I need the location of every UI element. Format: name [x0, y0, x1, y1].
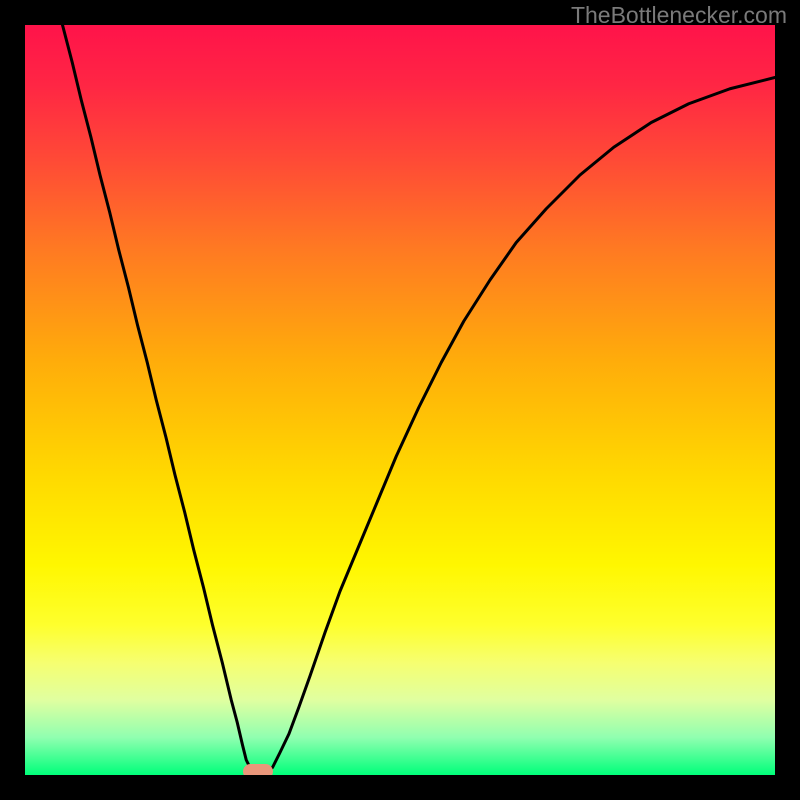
watermark-text: TheBottlenecker.com [571, 2, 787, 29]
chart-frame: TheBottlenecker.com [0, 0, 800, 800]
bottleneck-curve [25, 25, 775, 775]
plot-area [25, 25, 775, 775]
curve-path [63, 25, 776, 775]
optimum-marker [243, 764, 273, 775]
